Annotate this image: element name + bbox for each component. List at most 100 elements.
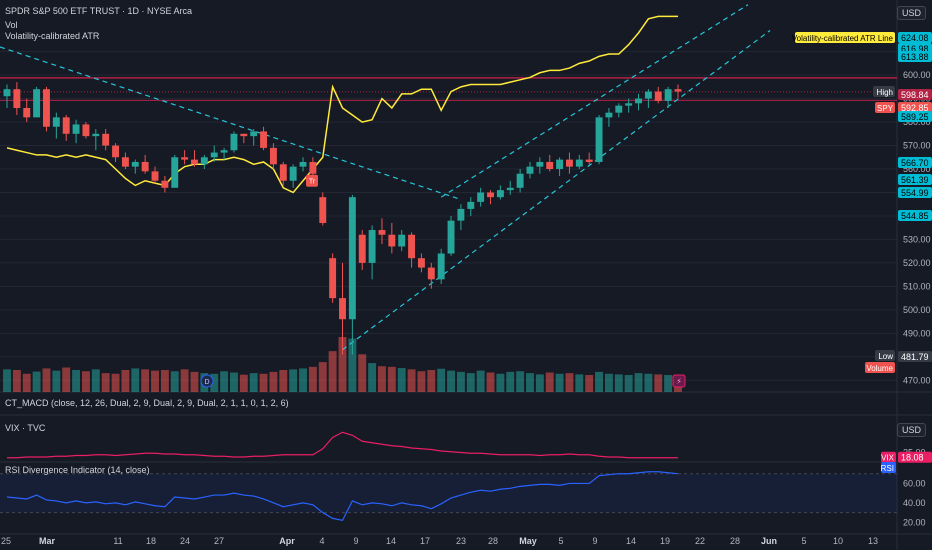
volume-bar xyxy=(299,368,307,392)
candle-body xyxy=(33,89,41,118)
price-label-bg xyxy=(898,187,932,198)
volume-bar xyxy=(338,337,347,392)
currency-button[interactable]: USD xyxy=(896,6,926,20)
candle-body xyxy=(487,192,494,198)
volume-bar xyxy=(318,362,327,392)
x-tick-label: Apr xyxy=(279,536,295,546)
volume-bar xyxy=(12,370,21,392)
rsi-y-tick: 60.00 xyxy=(903,478,926,488)
volume-bar xyxy=(269,371,278,392)
earnings-marker xyxy=(672,374,686,388)
candle-body xyxy=(546,161,554,170)
x-tick-label: 28 xyxy=(730,536,740,546)
price-label-bg xyxy=(898,210,932,221)
volume-bar xyxy=(417,371,426,392)
candle-body xyxy=(526,166,534,174)
candle-body xyxy=(250,131,258,137)
vix-value-bg xyxy=(898,451,932,463)
candle-body xyxy=(556,159,564,170)
candle-body xyxy=(289,166,297,181)
price-label-bg xyxy=(898,51,932,62)
y-tick-label: 530.00 xyxy=(903,234,931,244)
volume-bar xyxy=(447,370,455,392)
y-tick-label: 580.00 xyxy=(903,117,931,127)
y-tick-label: 510.00 xyxy=(903,281,931,291)
volume-bar xyxy=(230,372,238,392)
atr-line-tag-bg xyxy=(795,32,895,43)
candle-body xyxy=(319,197,327,223)
earnings-marker-icon: ⚡ xyxy=(676,377,682,386)
volume-bar xyxy=(32,371,41,392)
candle-body xyxy=(151,171,159,181)
volume-bar xyxy=(614,374,623,392)
rsi-tag-bg xyxy=(881,462,896,473)
candle-body xyxy=(210,152,218,158)
atr-label: Volatility-calibrated ATR xyxy=(5,31,100,41)
candle-body xyxy=(575,159,583,167)
volume-bar xyxy=(624,375,633,392)
y-tick-label: 520.00 xyxy=(903,258,931,268)
y-tick-label: 570.00 xyxy=(903,141,931,151)
candle-body xyxy=(566,159,573,167)
volume-bar xyxy=(348,338,357,392)
candle-body xyxy=(121,157,129,167)
spy-tag-bg xyxy=(875,102,895,113)
volume-bar xyxy=(131,368,140,392)
candle-body xyxy=(329,258,337,299)
candle-body xyxy=(625,103,633,106)
volume-bar xyxy=(101,373,110,392)
candle-body xyxy=(23,107,31,118)
candle-body xyxy=(339,298,346,320)
candle-body xyxy=(191,159,198,165)
candle-body xyxy=(279,164,287,181)
candle-body xyxy=(408,234,416,259)
volume-bar xyxy=(496,373,505,392)
x-tick-label: 14 xyxy=(386,536,396,546)
candle-body xyxy=(260,131,268,148)
volume-bar xyxy=(22,373,31,392)
candle-body xyxy=(92,133,100,137)
candle-body xyxy=(447,220,455,254)
candle-body xyxy=(240,133,248,137)
x-tick-label: 13 xyxy=(868,536,878,546)
y-tick-label: 470.00 xyxy=(903,375,931,385)
x-tick-label: Jun xyxy=(761,536,777,546)
x-tick-label: 17 xyxy=(420,536,430,546)
volume-bar xyxy=(378,366,386,392)
volume-bar xyxy=(555,373,564,392)
candle-body xyxy=(467,201,475,209)
volume-bar xyxy=(358,354,367,392)
candle-body xyxy=(171,157,179,188)
volume-bar xyxy=(52,370,61,392)
low-tag-bg xyxy=(875,350,895,361)
candle-body xyxy=(506,187,514,191)
volume-bar xyxy=(151,370,159,392)
price-label: 561.39 xyxy=(901,175,929,185)
candle-body xyxy=(368,230,376,263)
volume-tag-bg xyxy=(865,362,895,373)
rsi-line xyxy=(6,471,679,522)
price-label-bg xyxy=(898,157,932,168)
low-tag: Low xyxy=(878,352,893,361)
candle-body xyxy=(82,124,90,137)
price-label: 624.08 xyxy=(901,33,929,43)
x-tick-label: 27 xyxy=(214,536,224,546)
candle-body xyxy=(43,89,50,127)
volume-bar xyxy=(397,368,406,392)
candle-body xyxy=(378,230,386,235)
volume-bar xyxy=(190,371,199,392)
x-tick-label: 19 xyxy=(660,536,670,546)
vix-tag-bg xyxy=(881,451,896,463)
volume-bar xyxy=(180,369,189,392)
volume-bar xyxy=(595,371,604,392)
volume-bar xyxy=(506,371,515,392)
rsi-label: RSI Divergence Indicator (14, close) xyxy=(5,465,150,475)
price-label: 481.79 xyxy=(901,352,929,362)
candle-body xyxy=(52,117,60,127)
volume-bar xyxy=(220,371,229,392)
candle-body xyxy=(112,145,119,158)
candle-body xyxy=(437,253,445,280)
sub-currency-button[interactable]: USD xyxy=(896,423,926,437)
candle-body xyxy=(605,112,613,118)
